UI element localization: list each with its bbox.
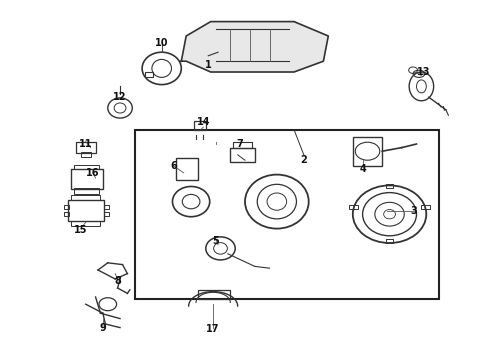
- Text: 17: 17: [206, 324, 220, 334]
- Bar: [81, 152, 91, 157]
- Text: 4: 4: [359, 164, 366, 174]
- Bar: [68, 200, 104, 221]
- Bar: [104, 205, 109, 209]
- Text: 11: 11: [79, 139, 93, 149]
- Bar: [233, 142, 252, 148]
- Bar: [230, 148, 255, 162]
- Text: 12: 12: [113, 92, 127, 102]
- Bar: [71, 195, 100, 200]
- Text: 13: 13: [417, 67, 431, 77]
- Bar: [386, 239, 393, 243]
- Text: 15: 15: [74, 225, 88, 235]
- Polygon shape: [181, 22, 328, 72]
- Bar: [421, 205, 430, 209]
- Bar: [71, 169, 103, 189]
- Text: 16: 16: [86, 168, 100, 178]
- Text: 9: 9: [99, 323, 106, 333]
- Bar: [64, 212, 69, 216]
- Bar: [386, 184, 393, 188]
- Bar: [198, 290, 230, 299]
- Bar: [76, 142, 96, 153]
- Text: 1: 1: [205, 60, 212, 70]
- Bar: [74, 165, 99, 169]
- Text: 14: 14: [196, 117, 210, 127]
- Bar: [145, 72, 153, 77]
- Text: 5: 5: [212, 236, 219, 246]
- Bar: [64, 205, 69, 209]
- Text: 8: 8: [114, 276, 121, 286]
- Text: 2: 2: [300, 155, 307, 165]
- Text: 6: 6: [171, 161, 177, 171]
- Text: 7: 7: [237, 139, 244, 149]
- Bar: [176, 158, 198, 180]
- Bar: [71, 221, 100, 226]
- Bar: [74, 188, 99, 194]
- Bar: [353, 137, 382, 166]
- Bar: [135, 130, 439, 299]
- Bar: [349, 205, 358, 209]
- Text: 3: 3: [411, 206, 417, 216]
- Bar: [104, 212, 109, 216]
- Bar: [194, 121, 206, 130]
- Text: 10: 10: [155, 38, 169, 48]
